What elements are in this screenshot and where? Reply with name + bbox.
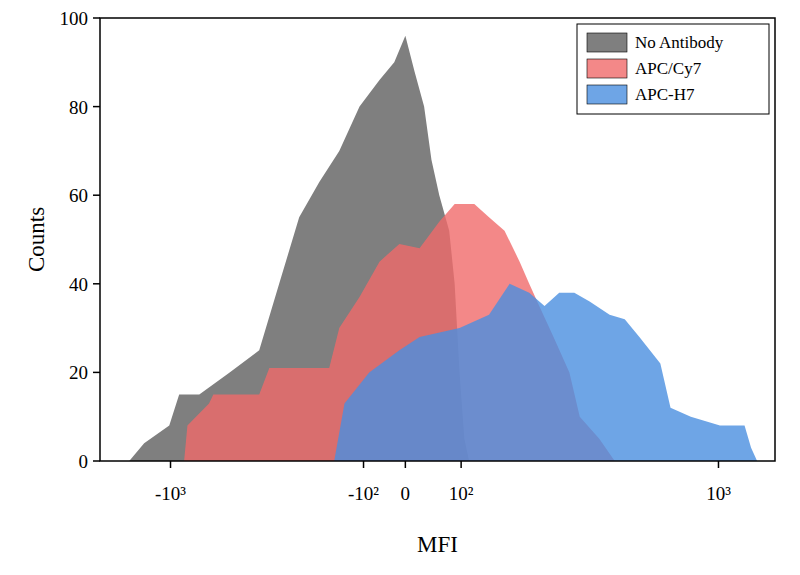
legend-swatch <box>587 33 627 52</box>
plot-frame <box>100 18 775 461</box>
x-tick <box>460 461 462 468</box>
legend-label: No Antibody <box>635 33 724 52</box>
histogram-area <box>334 284 757 461</box>
legend-label: APC-H7 <box>635 85 695 104</box>
x-tick-label: 10³ <box>706 483 731 504</box>
x-tick <box>718 461 720 468</box>
chart: -10³ -10² 0 10² 10³ 0 20 40 60 80 100 MFI Counts No A… <box>0 0 800 575</box>
y-tick <box>93 460 100 462</box>
x-axis-label: MFI <box>417 532 458 557</box>
legend: No Antibody APC/Cy7 APC-H7 <box>577 24 769 114</box>
x-tick-label: 0 <box>401 483 411 504</box>
y-tick-label: 80 <box>69 97 88 118</box>
x-tick <box>170 461 172 468</box>
y-tick <box>93 17 100 19</box>
legend-swatch <box>587 85 627 104</box>
legend-swatch <box>587 59 627 78</box>
y-tick-label: 60 <box>69 185 88 206</box>
legend-label: APC/Cy7 <box>635 59 702 78</box>
y-tick-label: 20 <box>69 362 88 383</box>
legend-box <box>577 24 769 114</box>
y-tick <box>93 283 100 285</box>
x-tick-label: 10² <box>449 483 474 504</box>
y-tick <box>93 372 100 374</box>
y-tick <box>93 194 100 196</box>
x-tick <box>363 461 365 468</box>
y-tick-label: 100 <box>60 8 89 29</box>
y-tick <box>93 106 100 108</box>
y-axis-label: Counts <box>24 207 49 272</box>
x-tick-label: -10² <box>348 483 379 504</box>
x-tick-label: -10³ <box>155 483 186 504</box>
x-tick <box>405 461 407 468</box>
y-tick-label: 40 <box>69 274 88 295</box>
areas <box>129 36 757 461</box>
y-tick-label: 0 <box>79 451 89 472</box>
